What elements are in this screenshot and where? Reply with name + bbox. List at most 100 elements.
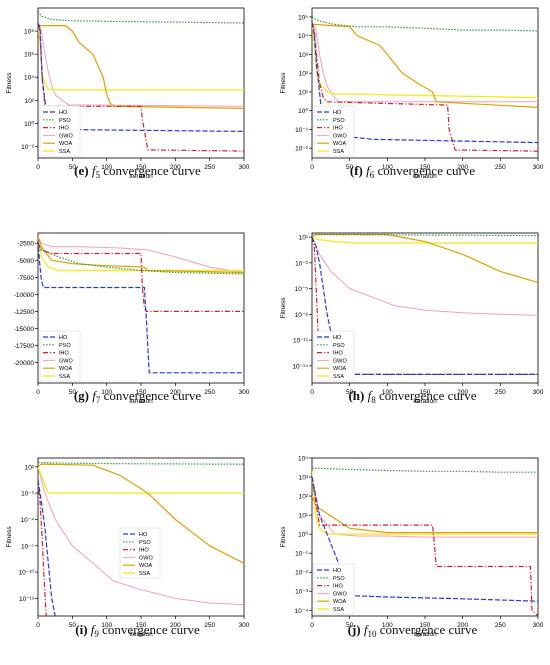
series-line-ssa [38, 25, 244, 91]
series-line-ssa [38, 466, 244, 494]
panel-caption: (f) f6 convergence curve [275, 163, 550, 180]
chart-panel-g: 0 50 100 150 200 250 300 Iteration -2500 -5000 -75… [14, 232, 250, 405]
y-tick-label: 10⁰ [298, 107, 308, 115]
panel-caption: (j) f10 convergence curve [275, 622, 550, 639]
caption-text: convergence curve [98, 622, 200, 637]
legend-label-pso: PSO [333, 118, 345, 124]
x-tick-label: 200 [170, 389, 181, 396]
y-tick-label: 10⁻⁸ [295, 312, 309, 319]
x-tick-label: 300 [239, 389, 250, 396]
caption-panel-label: (e) [74, 163, 92, 178]
y-tick-label: 10⁴ [298, 33, 308, 40]
caption-panel-label: (j) [347, 622, 364, 637]
y-tick-label: 10⁻² [295, 570, 309, 577]
legend-label-ho: HO [139, 532, 148, 538]
y-tick-label: 10³ [299, 475, 309, 482]
x-tick-label: 0 [36, 389, 40, 396]
legend-label-ssa: SSA [333, 374, 344, 380]
y-tick-label: 10¹ [299, 235, 309, 242]
chart-panel-i: 0 50 100 150 200 250 300 Iteration 10² 10⁻¹ 10⁻⁴ 10… [6, 457, 250, 638]
series-line-pso [38, 11, 244, 24]
legend-label-gwo: GWO [59, 358, 73, 364]
x-tick-label: 50 [69, 622, 77, 629]
y-tick-label: 10² [299, 494, 309, 501]
y-tick-label: 10⁶ [24, 52, 34, 59]
y-tick-label: 10⁻² [21, 144, 35, 151]
panel-caption: (i) f9 convergence curve [0, 622, 275, 639]
series-line-pso [38, 462, 244, 465]
y-tick-label: 10⁸ [24, 29, 34, 36]
series-line-pso [312, 467, 538, 473]
caption-function-subscript: 7 [95, 395, 101, 405]
y-axis-label: Fitness [280, 297, 287, 319]
y-tick-label: 10⁵ [298, 14, 308, 21]
caption-function-subscript: 5 [95, 170, 100, 180]
series-line-iho [38, 242, 244, 312]
y-tick-label: 10¹ [299, 89, 309, 96]
x-axis-label: Iteration [129, 398, 153, 405]
y-tick-label: 10⁻¹⁰ [19, 569, 35, 577]
legend-label-ho: HO [333, 335, 342, 341]
series-line-gwo [38, 236, 244, 273]
series-line-ho [312, 476, 538, 602]
caption-text: convergence curve [375, 388, 477, 403]
x-tick-label: 150 [136, 389, 147, 396]
y-tick-label: 10⁻¹ [295, 551, 309, 558]
x-tick-label: 300 [239, 622, 250, 629]
series-line-pso [312, 16, 538, 32]
y-tick-label: 10⁻² [295, 260, 309, 267]
y-tick-label: 10² [25, 464, 35, 471]
series-line-gwo [312, 476, 538, 538]
y-tick-label: 10⁻⁵ [295, 286, 309, 293]
series-line-iho [312, 476, 538, 616]
x-tick-label: 100 [382, 389, 393, 396]
series-line-woa [38, 463, 244, 564]
legend-label-woa: WOA [59, 366, 72, 372]
x-tick-label: 100 [101, 164, 112, 171]
x-tick-label: 250 [495, 164, 506, 171]
legend-label-ho: HO [59, 110, 68, 116]
chart-panel-h: 0 50 100 150 200 250 300 Iteration 10¹ 10⁻² 10⁻⁵ 10… [280, 232, 544, 405]
caption-function-subscript: 8 [371, 395, 376, 405]
series-line-pso [312, 233, 538, 237]
caption-panel-label: (g) [73, 388, 93, 403]
panel-caption: (e) f5 convergence curve [0, 163, 275, 180]
y-axis-label: Fitness [6, 526, 13, 548]
series-line-ho [38, 480, 56, 616]
legend-label-iho: IHO [333, 126, 344, 132]
caption-panel-label: (h) [348, 388, 368, 403]
series-line-iho [38, 480, 47, 616]
series-line-ssa [312, 24, 538, 99]
x-tick-label: 0 [36, 622, 40, 629]
x-tick-label: 250 [495, 622, 506, 629]
x-tick-label: 150 [420, 389, 431, 396]
y-tick-label: -15000 [14, 326, 35, 333]
x-axis-label: Iteration [413, 631, 437, 638]
y-tick-label: 10⁰ [24, 120, 34, 128]
caption-text: convergence curve [374, 163, 476, 178]
x-tick-label: 100 [101, 622, 112, 629]
y-axis-label: Fitness [280, 72, 287, 94]
x-tick-label: 200 [457, 389, 468, 396]
series-line-gwo [312, 22, 538, 103]
caption-function: f [92, 388, 96, 403]
legend-label-iho: IHO [333, 584, 344, 590]
x-tick-label: 300 [533, 164, 544, 171]
y-tick-label: 10⁰ [298, 531, 308, 539]
chart-panel-j: 0 50 100 150 200 250 300 Iteration 10⁻⁴ 10⁻³ 10⁻² 1… [280, 456, 544, 639]
y-tick-label: 10⁻² [295, 146, 309, 153]
legend-label-ho: HO [59, 335, 68, 341]
x-axis-label: Iteration [413, 398, 437, 405]
legend-label-gwo: GWO [59, 133, 73, 139]
series-line-woa [312, 23, 538, 108]
caption-function: f [366, 163, 370, 178]
x-tick-label: 200 [457, 164, 468, 171]
series-line-ho [38, 239, 244, 374]
x-tick-label: 100 [382, 622, 393, 629]
legend-label-ssa: SSA [333, 149, 344, 155]
